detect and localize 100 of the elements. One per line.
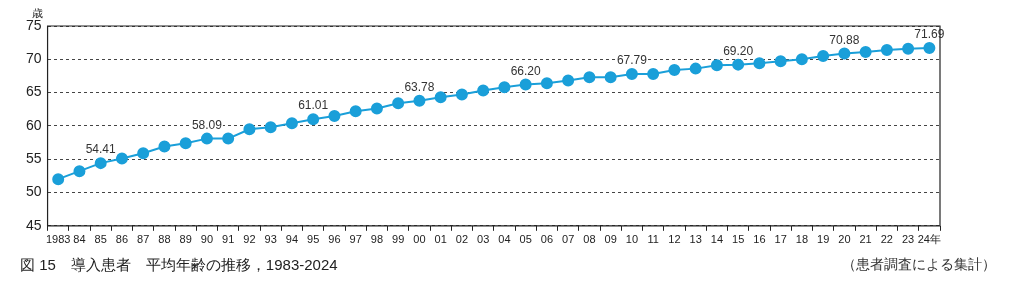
- point: [370, 102, 383, 115]
- point: [838, 47, 851, 60]
- x-tick-label: 20: [838, 233, 851, 246]
- x-tick-label: 07: [562, 233, 575, 246]
- y-tick-label: 45: [25, 216, 42, 233]
- point: [243, 123, 256, 136]
- point: [264, 121, 277, 134]
- point: [625, 68, 638, 81]
- x-tick-label: 1983: [45, 233, 71, 246]
- data-label: 63.78: [404, 80, 435, 95]
- point: [902, 42, 915, 55]
- x-tick-label: 08: [583, 233, 596, 246]
- x-tick-label: 15: [732, 233, 745, 246]
- point: [115, 152, 128, 165]
- point: [880, 43, 893, 56]
- x-tick-label: 98: [370, 233, 384, 246]
- point: [392, 97, 405, 110]
- point: [328, 109, 341, 122]
- point: [285, 117, 298, 130]
- x-tick-label: 86: [115, 233, 129, 246]
- point: [179, 137, 192, 150]
- x-tick-label: 12: [668, 233, 681, 246]
- point: [413, 94, 426, 107]
- point: [732, 58, 745, 71]
- point: [689, 62, 702, 75]
- point: [562, 74, 575, 87]
- x-tick-label: 94: [285, 233, 299, 246]
- x-tick-label: 06: [540, 233, 554, 246]
- x-tick-label: 11: [647, 233, 659, 246]
- point: [349, 105, 362, 118]
- x-tick-label: 91: [222, 233, 235, 246]
- x-tick-label: 10: [625, 233, 639, 246]
- x-tick-label: 85: [94, 233, 107, 246]
- x-tick-label: 14: [710, 233, 724, 246]
- point: [73, 165, 86, 178]
- data-label: 67.79: [616, 53, 648, 68]
- point: [647, 67, 660, 80]
- point: [222, 132, 235, 145]
- x-tick-label: 92: [243, 233, 256, 246]
- data-label: 61.01: [298, 98, 329, 113]
- x-tick-label: 09: [604, 233, 617, 246]
- point: [604, 71, 617, 84]
- point: [540, 77, 553, 90]
- point: [94, 157, 107, 170]
- point: [668, 63, 681, 76]
- data-label: 66.20: [510, 63, 541, 78]
- x-tick-label: 99: [392, 233, 405, 246]
- text: 図 15 導入患者 平均年齢の推移，1983-2024: [20, 256, 338, 275]
- data-label: 54.41: [85, 142, 117, 157]
- x-tick-label: 87: [137, 233, 150, 246]
- y-axis-title: 歳: [32, 6, 43, 20]
- x-tick-label: 84: [73, 233, 86, 246]
- x-tick-label: 93: [264, 233, 277, 246]
- x-tick-label: 96: [328, 233, 341, 246]
- y-tick-label: 55: [25, 150, 42, 167]
- x-tick-label: 90: [200, 233, 214, 246]
- point: [519, 78, 532, 91]
- data-label: 58.09: [191, 117, 223, 132]
- data-label: 70.88: [829, 32, 860, 47]
- y-tick-label: 65: [25, 83, 42, 100]
- point: [455, 88, 468, 101]
- x-tick-label: 04: [498, 233, 511, 246]
- x-tick-label: 17: [774, 233, 787, 246]
- x-tick-label: 00: [413, 233, 426, 246]
- x-tick-label: 88: [158, 233, 171, 246]
- point: [434, 91, 447, 104]
- point: [137, 147, 150, 160]
- x-tick-label: 23: [902, 233, 915, 246]
- y-tick-label: 70: [25, 50, 42, 67]
- point: [795, 53, 808, 66]
- y-tick-label: 50: [25, 183, 42, 200]
- point: [498, 81, 511, 94]
- point: [923, 42, 936, 55]
- x-tick-label: 22: [880, 233, 893, 246]
- point: [307, 113, 320, 126]
- point: [753, 57, 766, 70]
- point: [52, 173, 65, 186]
- x-tick-label: 13: [689, 233, 702, 246]
- x-tick-label: 02: [455, 233, 469, 246]
- x-tick-label: 01: [434, 233, 447, 246]
- point: [774, 55, 787, 68]
- point: [200, 132, 213, 145]
- x-tick-label: 89: [179, 233, 192, 246]
- x-tick-label: 19: [817, 233, 830, 246]
- data-label: 69.20: [723, 43, 754, 58]
- x-tick-label: 97: [349, 233, 362, 246]
- text: （患者調査による集計）: [842, 256, 996, 274]
- point: [710, 59, 723, 72]
- point: [583, 71, 596, 84]
- point: [158, 140, 171, 153]
- x-tick-label: 03: [477, 233, 490, 246]
- point: [477, 84, 490, 97]
- point: [817, 49, 830, 62]
- x-tick-label: 24年: [917, 233, 941, 246]
- x-tick-label: 21: [859, 233, 872, 246]
- x-tick-label: 16: [753, 233, 766, 246]
- x-tick-label: 95: [307, 233, 320, 246]
- y-tick-label: 60: [25, 116, 42, 133]
- x-tick-label: 05: [519, 233, 532, 246]
- x-tick-label: 18: [795, 233, 809, 246]
